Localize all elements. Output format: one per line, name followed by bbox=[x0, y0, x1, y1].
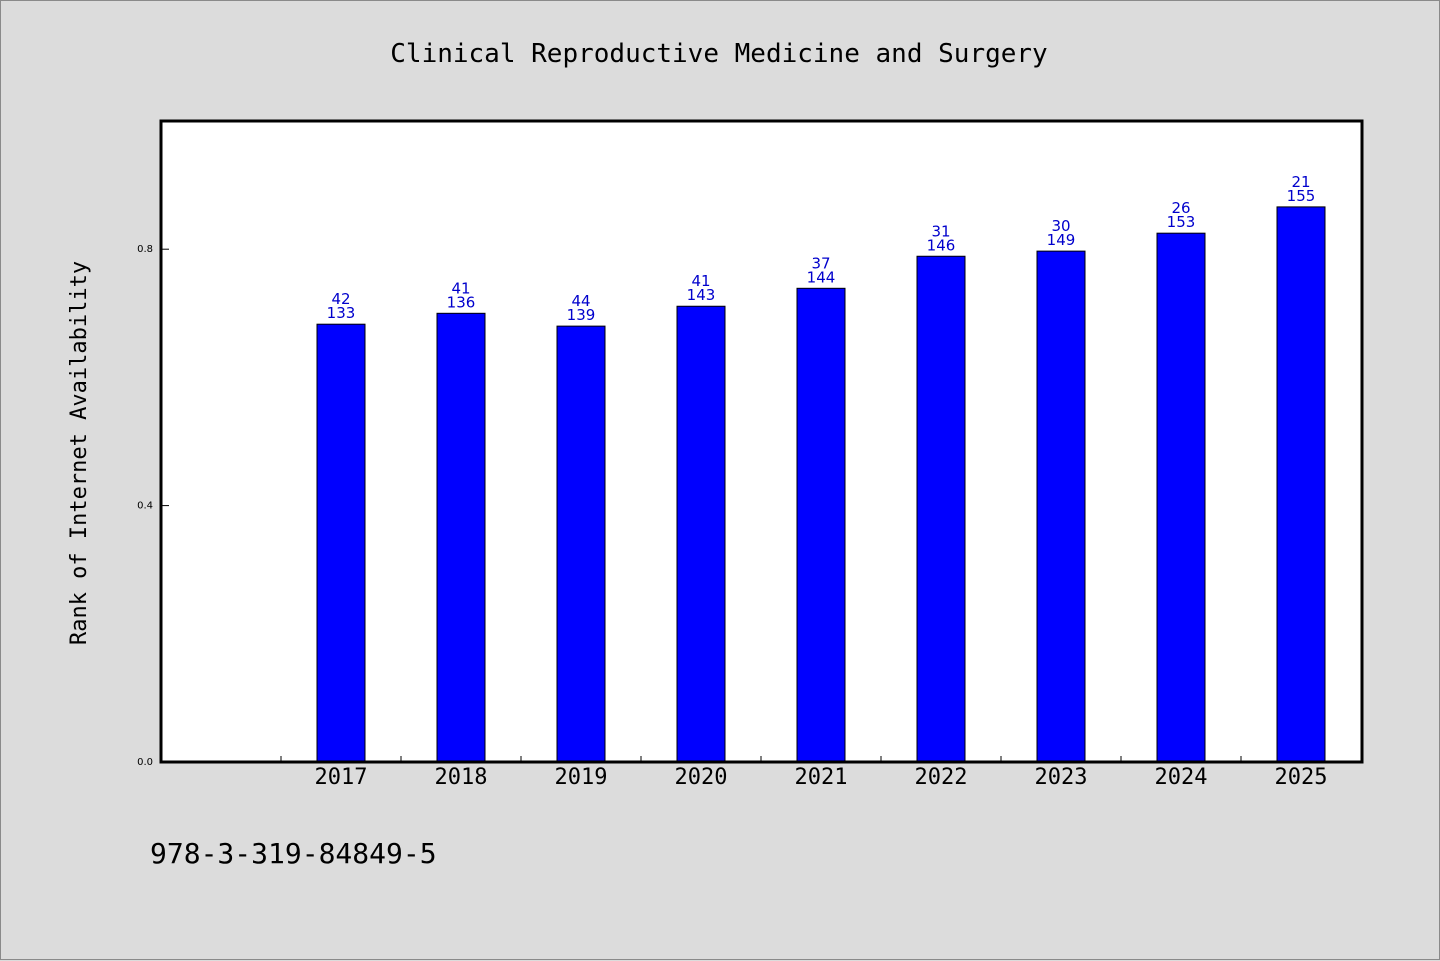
bar-label-top-2025: 21 bbox=[1291, 173, 1310, 191]
bar-label-bottom-2019: 139 bbox=[567, 306, 596, 324]
bar-label-top-2024: 26 bbox=[1171, 199, 1190, 217]
bar-label-bottom-2023: 149 bbox=[1047, 231, 1076, 249]
y-tick-label-0.8: 0.8 bbox=[137, 244, 153, 255]
bar-label-top-2022: 31 bbox=[931, 222, 950, 240]
x-tick-label-2020: 2020 bbox=[675, 765, 728, 790]
bar-2023 bbox=[1036, 250, 1086, 763]
bar-2025 bbox=[1276, 206, 1326, 763]
x-axis-ticks: 2017 2018 2019 2020 2021 2022 2023 2024 2025 bbox=[280, 756, 1362, 790]
bar-2022 bbox=[916, 255, 966, 763]
bar-label-top-2019: 44 bbox=[571, 292, 590, 310]
y-tick-label-0.4: 0.4 bbox=[137, 501, 153, 512]
bar-label-bottom-2018: 136 bbox=[447, 293, 476, 311]
x-tick-label-2018: 2018 bbox=[435, 765, 488, 790]
bar-2018 bbox=[436, 312, 486, 763]
x-tick-label-2023: 2023 bbox=[1035, 765, 1088, 790]
bar-2024 bbox=[1156, 232, 1206, 763]
bar-2021 bbox=[796, 287, 846, 763]
plot-frame bbox=[159, 119, 1364, 764]
bar-label-bottom-2017: 133 bbox=[327, 304, 356, 322]
bar-label-bottom-2025: 155 bbox=[1287, 187, 1316, 205]
bar-label-top-2023: 30 bbox=[1051, 217, 1070, 235]
x-tick-label-2025: 2025 bbox=[1275, 765, 1328, 790]
x-tick-label-2021: 2021 bbox=[795, 765, 848, 790]
isbn-footer: 978-3-319-84849-5 bbox=[150, 837, 437, 870]
bar-label-bottom-2022: 146 bbox=[927, 236, 956, 254]
y-tick-label-0.0: 0.0 bbox=[137, 757, 153, 768]
bar-label-top-2017: 42 bbox=[331, 290, 350, 308]
y-axis-label: Rank of Internet Availability bbox=[67, 261, 92, 645]
chart-title: Clinical Reproductive Medicine and Surge… bbox=[390, 39, 1047, 69]
bar-2020 bbox=[676, 305, 726, 763]
bar-label-top-2018: 41 bbox=[451, 279, 470, 297]
bar-label-top-2021: 37 bbox=[811, 254, 830, 272]
x-tick-label-2024: 2024 bbox=[1155, 765, 1208, 790]
bar-label-bottom-2021: 144 bbox=[807, 268, 836, 286]
bar-2017 bbox=[316, 323, 366, 763]
x-tick-label-2017: 2017 bbox=[315, 765, 368, 790]
bar-label-top-2020: 41 bbox=[691, 272, 710, 290]
bar-label-bottom-2024: 153 bbox=[1167, 213, 1196, 231]
bar-label-bottom-2020: 143 bbox=[687, 286, 716, 304]
x-tick-label-2022: 2022 bbox=[915, 765, 968, 790]
bars-group bbox=[316, 206, 1326, 763]
bar-2019 bbox=[556, 325, 606, 763]
x-tick-label-2019: 2019 bbox=[555, 765, 608, 790]
